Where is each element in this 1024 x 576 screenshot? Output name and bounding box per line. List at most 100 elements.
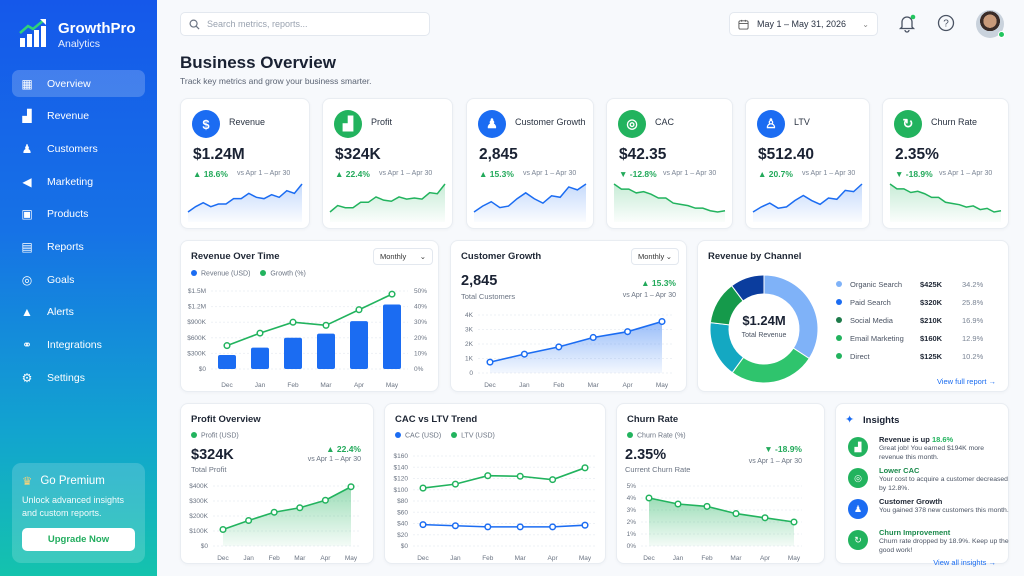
kpi-label: Churn Rate <box>931 117 978 127</box>
kpi-card-cac[interactable]: ◎ CAC $42.35 ▼ -12.8% vs Apr 1 – Apr 30 <box>606 98 733 229</box>
kpi-value: $1.24M <box>193 146 245 163</box>
data-point-dec <box>645 494 653 502</box>
y-tick-label: $100 <box>394 487 409 494</box>
data-point-dec <box>419 484 427 492</box>
kpi-card-revenue[interactable]: $ Revenue $1.24M ▲ 18.6% vs Apr 1 – Apr 30 <box>180 98 310 229</box>
legend-dot <box>836 317 842 323</box>
data-point-jan <box>256 329 264 337</box>
change-badge: ▲ 15.3% <box>641 278 676 288</box>
premium-card: ♛ Go Premium Unlock advanced insights and… <box>12 463 145 563</box>
legend-growth: Growth (%) <box>260 270 306 278</box>
kpi-value: $324K <box>335 146 381 163</box>
y2-tick-label: 40% <box>414 304 427 311</box>
total-customers-value: 2,845 <box>461 273 498 289</box>
x-tick-label: May <box>386 382 399 389</box>
card-title: Churn Rate <box>627 414 679 425</box>
y-tick-label: 2K <box>465 341 474 348</box>
churn-rate-card: Churn Rate Churn Rate (%) 2.35% Current … <box>616 403 825 564</box>
view-all-insights-link[interactable]: View all insights → <box>933 558 996 567</box>
y-tick-label: $140 <box>394 464 409 471</box>
bar-apr <box>350 321 368 369</box>
data-point-feb <box>484 523 492 531</box>
bar-mar <box>317 333 335 369</box>
sidebar-item-label: Products <box>47 208 89 221</box>
sidebar-item-settings[interactable]: ⚙ Settings <box>12 364 145 391</box>
sidebar-item-revenue[interactable]: ▟ Revenue <box>12 103 145 130</box>
channel-name: Social Media <box>850 315 893 325</box>
sidebar-item-reports[interactable]: ▤ Reports <box>12 234 145 261</box>
y-tick-label: $100K <box>189 528 208 535</box>
bar-jan <box>251 347 269 369</box>
sidebar-item-integrations[interactable]: ⚭ Integrations <box>12 332 145 359</box>
view-full-report-link[interactable]: View full report → <box>936 377 996 386</box>
data-point-feb <box>270 508 278 516</box>
sparkline-line <box>752 183 863 213</box>
kpi-label: Revenue <box>229 117 266 127</box>
y-tick-label: $0 <box>199 366 207 373</box>
data-point-jan <box>451 480 459 488</box>
channel-percent: 12.9% <box>962 333 984 343</box>
sparkline-line <box>187 183 303 213</box>
customer-growth-chart: 0 1K 2K 3K 4K Dec Jan Feb Mar Apr May <box>465 312 674 389</box>
kpi-card-ltv[interactable]: ♙ LTV $512.40 ▲ 20.7% vs Apr 1 – Apr 30 <box>745 98 870 229</box>
customer-growth-card: Customer Growth Monthly ⌄ 2,845 Total Cus… <box>450 240 687 392</box>
bar-chart-icon: ▟ <box>848 437 868 457</box>
insight-item[interactable]: ◎ Lower CAC Your cost to acquire a custome… <box>846 466 1008 500</box>
kpi-value: $512.40 <box>758 146 815 163</box>
bell-icon: ▲ <box>21 305 33 320</box>
legend-dot <box>836 335 842 341</box>
data-point-may <box>658 317 666 326</box>
data-point-jan <box>520 350 528 358</box>
sidebar-item-goals[interactable]: ◎ Goals <box>12 266 145 293</box>
insight-item[interactable]: ↻ Churn Improvement Churn rate dropped by … <box>846 528 1009 562</box>
insight-title: Customer Growth <box>879 497 943 506</box>
data-point-apr <box>355 306 363 314</box>
kpi-compare: vs Apr 1 – Apr 30 <box>663 170 717 177</box>
bell-icon[interactable] <box>898 14 916 33</box>
sidebar-item-marketing[interactable]: ◀ Marketing <box>12 168 145 195</box>
compare-text: vs Apr 1 – Apr 30 <box>622 292 676 299</box>
kpi-card-profit[interactable]: ▟ Profit $324K ▲ 22.4% vs Apr 1 – Apr 30 <box>322 98 453 229</box>
data-point-may <box>581 521 589 529</box>
date-range-picker[interactable]: May 1 – May 31, 2026 ⌄ <box>729 12 878 36</box>
sparkline-area <box>614 184 725 222</box>
period-value: Monthly <box>638 252 665 261</box>
revenue-over-time-chart: $0 $300K $600K $900K $1.2M $1.5M 0% 10% 20% 30% 40… <box>187 288 427 389</box>
period-select[interactable]: Monthly ⌄ <box>373 248 433 265</box>
y-tick-label: $0 <box>201 543 209 550</box>
users-icon: ♟ <box>478 110 506 138</box>
y-tick-label: $120 <box>394 476 409 483</box>
y-tick-label: $40 <box>397 521 408 528</box>
premium-text: Unlock advanced insights and custom repo… <box>22 495 125 518</box>
data-point-mar <box>732 510 740 518</box>
upgrade-button[interactable]: Upgrade Now <box>22 528 135 551</box>
kpi-card-churn-rate[interactable]: ↻ Churn Rate 2.35% ▼ -18.9% vs Apr 1 – Apr 3… <box>882 98 1009 229</box>
insight-item[interactable]: ♟ Customer Growth You gained 378 new custo… <box>846 497 1009 531</box>
channel-value: $425K <box>920 279 943 289</box>
sparkline-line <box>613 183 726 213</box>
sidebar-item-products[interactable]: ▣ Products <box>12 201 145 228</box>
sidebar-item-alerts[interactable]: ▲ Alerts <box>12 299 145 326</box>
kpi-card-customer-growth[interactable]: ♟ Customer Growth 2,845 ▲ 15.3% vs Apr 1 – A… <box>466 98 594 229</box>
y-tick-label: $1.5M <box>188 288 206 295</box>
sidebar-item-label: Integrations <box>47 339 102 352</box>
sidebar-item-customers[interactable]: ♟ Customers <box>12 135 145 162</box>
x-tick-label: Feb <box>269 555 281 562</box>
area-fill <box>649 498 794 546</box>
kpi-change: ▲ 15.3% <box>479 169 514 179</box>
series-line-0 <box>489 320 663 363</box>
period-select[interactable]: Monthly ⌄ <box>631 248 679 265</box>
help-icon[interactable]: ? <box>937 14 955 32</box>
x-tick-label: May <box>788 555 801 562</box>
search-bar[interactable] <box>180 12 430 36</box>
y-tick-label: 4K <box>465 312 474 319</box>
insight-item[interactable]: ▟ Revenue is up 18.6% Great job! You earne… <box>846 435 1006 469</box>
users-icon: ♟ <box>848 499 868 519</box>
insight-title: Lower CAC <box>879 466 920 475</box>
sidebar-item-overview[interactable]: ▦ Overview <box>12 70 145 97</box>
search-input[interactable] <box>207 19 407 29</box>
kpi-label: Customer Growth <box>515 117 586 127</box>
x-tick-label: Mar <box>320 382 332 389</box>
y-tick-label: $80 <box>397 498 408 505</box>
compare-text: vs Apr 1 – Apr 30 <box>748 458 802 465</box>
